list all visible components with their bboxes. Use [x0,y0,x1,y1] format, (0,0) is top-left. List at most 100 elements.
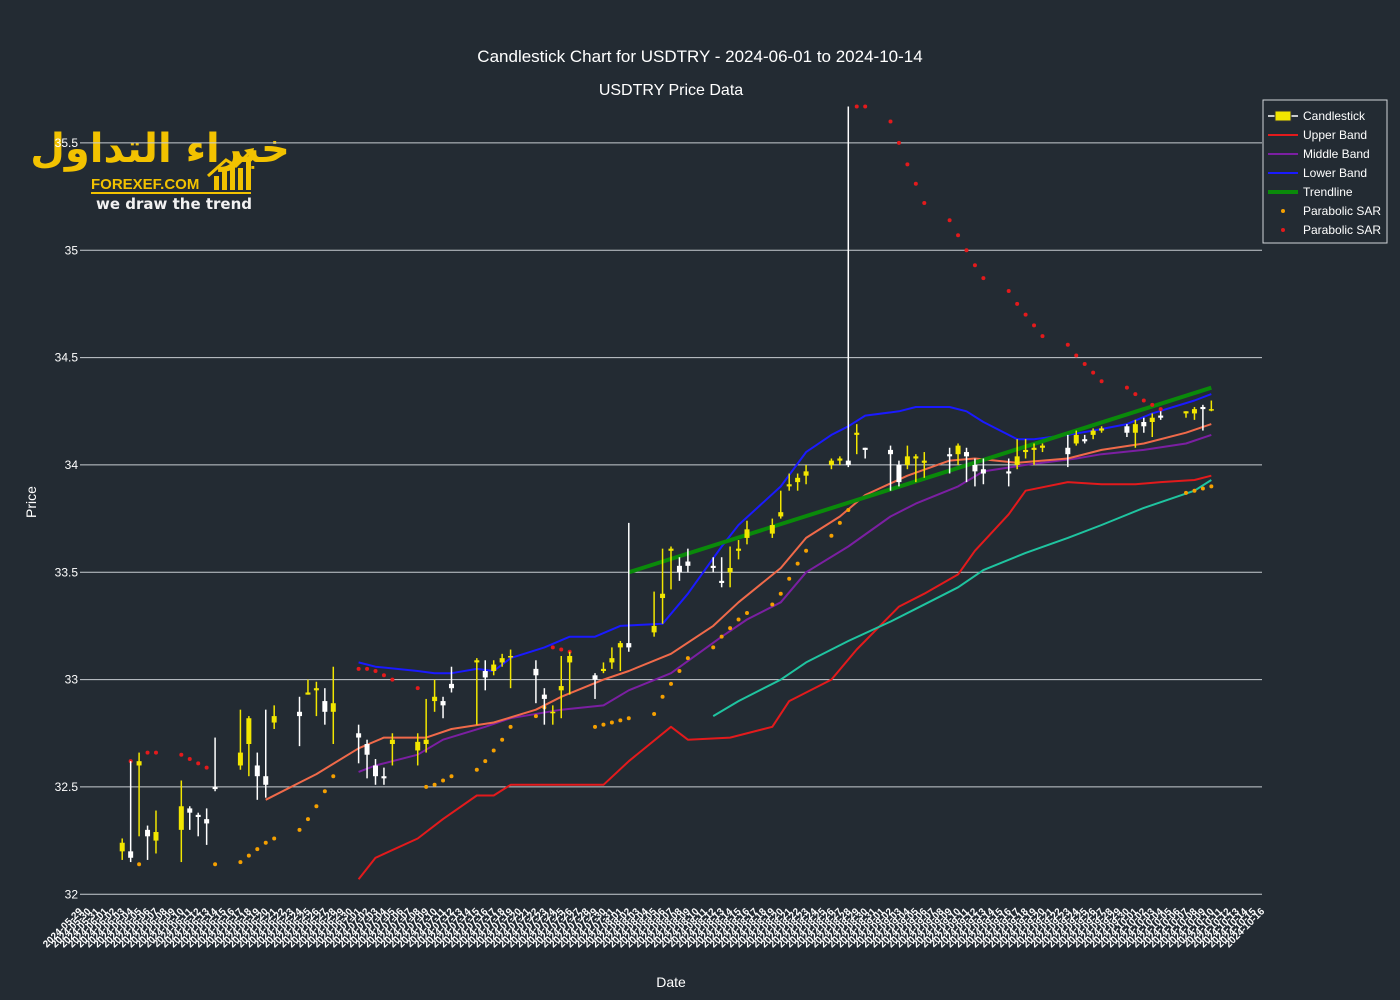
candle-body [609,658,615,663]
candle-body [828,460,834,465]
candle-body [921,460,927,463]
candle [769,518,775,538]
candle-body [297,711,303,717]
candle [828,458,834,470]
y-tick-labels: 32 32.5 33 33.5 34 34.5 35 35.5 [55,136,79,901]
candle [609,647,615,669]
sar-dot-above [1015,301,1020,306]
sar-dot-below [238,860,243,865]
candle-body [719,580,725,583]
candle-body [136,761,142,766]
sar-dot-above [153,750,158,755]
sar-dot-below [829,533,834,538]
sar-dot-below [213,862,218,867]
candle-body [845,460,851,465]
candles [119,106,1214,863]
candle-body [432,696,438,702]
candle [710,557,716,573]
candle [744,520,750,545]
candle [440,696,446,719]
sar-dot-below [1184,490,1189,495]
candle-body [1141,422,1147,427]
candle-body [119,842,125,852]
candle [330,666,336,744]
candle [567,651,573,695]
candle [313,681,319,717]
candle-body [322,701,328,712]
x-axis-label: Date [656,974,686,990]
candle [550,705,556,725]
candle-body [980,469,986,474]
sar-dot-above [365,666,370,671]
sar-dot-above [204,765,209,770]
candle [153,810,159,854]
candle-body [1073,434,1079,444]
chart-subtitle: USDTRY Price Data [599,82,743,99]
candle-body [204,819,210,824]
sar-dot-above [972,263,977,268]
sar-dot-above [913,181,918,186]
sar-dot-above [356,666,361,671]
sar-dot-above [373,669,378,674]
sar-dot-below [263,840,268,845]
sar-dot-above [922,201,927,206]
sma-short-line [265,423,1212,801]
candle-body [1006,471,1012,474]
sar-dot-below [508,724,513,729]
sar-dot-below [533,714,538,719]
candle-body [1065,447,1071,455]
brand-logo: خبراء التداول FOREXEF.COM we draw the tr… [30,126,290,213]
candle-body [972,464,978,472]
candle [1023,439,1029,459]
legend-label: Upper Band [1303,128,1367,142]
sar-dot-above [1133,392,1138,397]
candle-body [1124,426,1130,433]
candle-body [1023,449,1029,453]
candle [474,658,480,725]
sma-long-line [712,479,1212,717]
candle-body [1090,430,1096,435]
candle [533,660,539,704]
candle [1141,417,1147,433]
y-tick-label: 32 [65,887,79,901]
candle-body [744,529,750,538]
legend-item: Candlestick [1268,109,1366,123]
sar-dot-above [559,647,564,652]
trendline [628,385,1212,575]
candle [845,106,851,468]
candle [778,490,784,519]
candle [499,653,505,667]
sar-dot-above [1124,385,1129,390]
sar-dot-below [770,602,775,607]
candle [482,660,488,691]
candle-body [440,701,446,706]
sar-dot-below [441,778,446,783]
candle [415,733,421,766]
candle-body [153,832,159,841]
candle [1073,430,1079,446]
sar-dot-below [626,716,631,721]
candle [786,473,792,491]
candle-body [837,458,843,461]
sar-dot-above [1023,312,1028,317]
candle [187,806,193,830]
sar-dot-above [1040,334,1045,339]
candle [1208,400,1214,412]
candle [1090,428,1096,440]
sar-dot-above [1099,379,1104,384]
candle [592,673,598,699]
sar-dot-above [1150,402,1155,407]
candle-body [356,733,362,738]
logo-underline [91,192,251,194]
y-tick-label: 34 [65,458,79,472]
sar-dot-below [778,591,783,596]
sar-dot-below [837,520,842,525]
candle-body [626,643,632,648]
candle [237,709,243,770]
candle [660,548,666,624]
candle-body [913,456,919,459]
candle [508,649,514,689]
candle-body [736,548,742,551]
sar-dot-below [736,617,741,622]
